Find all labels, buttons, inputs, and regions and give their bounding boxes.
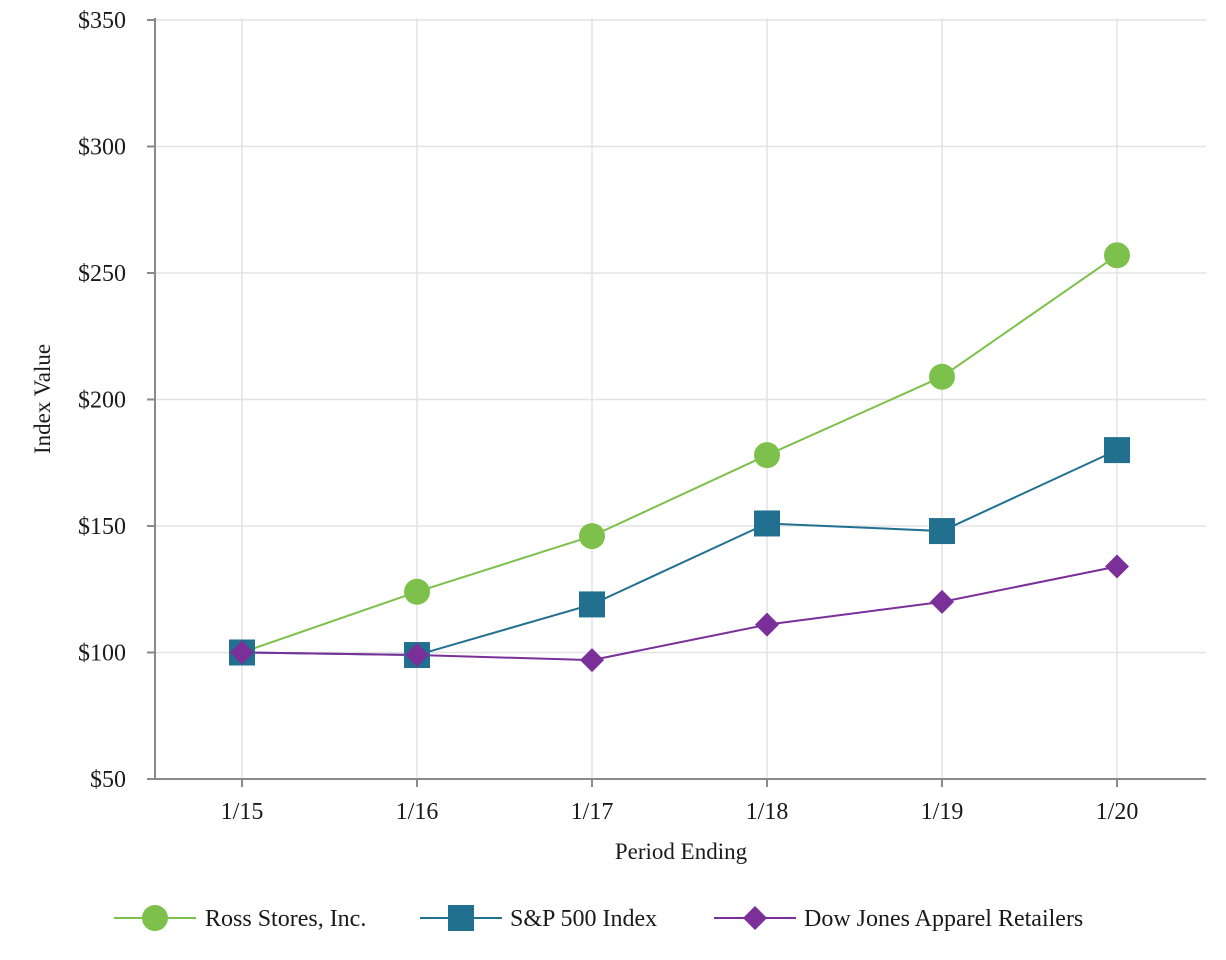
data-point-diamond	[755, 612, 779, 637]
y-tick-label: $100	[78, 641, 126, 667]
data-point-circle	[1104, 242, 1130, 269]
y-tick-labels: $50 $100 $150 $200 $250 $300 $350	[78, 8, 155, 793]
data-point-circle	[754, 442, 780, 469]
legend-label: Ross Stores, Inc.	[205, 906, 366, 932]
x-axis-label: Period Ending	[615, 839, 748, 864]
x-tick-label: 1/15	[221, 799, 264, 825]
legend-item: Ross Stores, Inc.	[114, 905, 366, 932]
x-tick-label: 1/19	[921, 799, 964, 825]
data-point-diamond	[405, 643, 429, 668]
data-point-square	[754, 510, 780, 537]
data-point-diamond	[230, 640, 254, 665]
data-point-diamond	[580, 648, 604, 673]
y-tick-label: $350	[78, 8, 126, 34]
legend-marker-diamond	[743, 906, 767, 930]
data-point-diamond	[930, 589, 954, 614]
x-tick-label: 1/18	[746, 799, 789, 825]
series-line-2	[241, 449, 1118, 657]
x-tick-label: 1/16	[396, 799, 439, 825]
y-axis-label: Index Value	[30, 344, 55, 454]
legend-marker-square	[448, 905, 474, 931]
y-tick-label: $200	[78, 388, 126, 414]
data-point-square	[1104, 437, 1130, 464]
legend-marker-circle	[142, 905, 168, 931]
gridlines	[155, 18, 1206, 779]
series-line-3	[241, 565, 1118, 662]
legend-item: Dow Jones Apparel Retailers	[714, 906, 1083, 932]
y-tick-label: $300	[78, 135, 126, 161]
data-point-square	[929, 518, 955, 545]
data-point-circle	[579, 523, 605, 550]
y-tick-label: $50	[90, 767, 126, 793]
series-markers	[229, 242, 1130, 673]
data-point-circle	[929, 363, 955, 390]
legend-label: S&P 500 Index	[510, 906, 657, 932]
y-tick-label: $150	[78, 514, 126, 540]
series-lines	[241, 254, 1118, 662]
legend-label: Dow Jones Apparel Retailers	[804, 906, 1083, 932]
data-point-square	[579, 591, 605, 618]
data-point-diamond	[1105, 554, 1129, 579]
x-tick-label: 1/20	[1096, 799, 1139, 825]
legend-item: S&P 500 Index	[420, 905, 657, 932]
legend: Ross Stores, Inc. S&P 500 Index Dow Jones …	[114, 905, 1083, 932]
x-tick-label: 1/17	[571, 799, 614, 825]
series-line-1	[241, 254, 1118, 654]
y-tick-label: $250	[78, 261, 126, 287]
x-tick-labels: 1/15 1/16 1/17 1/18 1/19 1/20	[221, 779, 1139, 825]
data-point-circle	[404, 578, 430, 605]
